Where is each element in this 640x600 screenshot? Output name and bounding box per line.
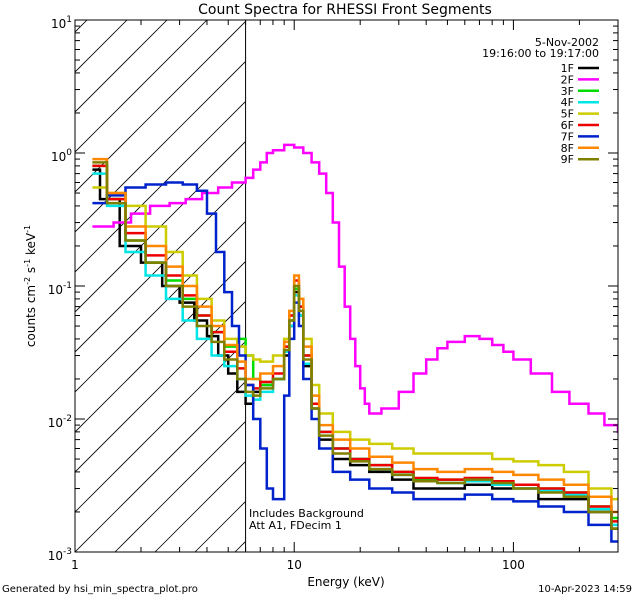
observation-time-range: 19:16:00 to 19:17:00 xyxy=(482,47,599,60)
legend-label-4f: 4F xyxy=(561,96,574,109)
generated-by-text: Generated by hsi_min_spectra_plot.pro xyxy=(2,584,198,595)
hatch-line xyxy=(275,0,640,552)
hatch-line xyxy=(0,0,115,552)
axis-ticks xyxy=(74,19,619,553)
hatch-line xyxy=(75,341,245,513)
legend-label-7f: 7F xyxy=(561,130,574,143)
legend-label-1f: 1F xyxy=(561,62,574,75)
generated-date-text: 10-Apr-2023 14:59 xyxy=(538,584,632,595)
hatch-line xyxy=(75,20,128,73)
chart-title: Count Spectra for RHESSI Front Segments xyxy=(198,2,492,18)
background-annotation: Includes Background xyxy=(249,507,364,520)
y-tick-label-1e-1: 10-1 xyxy=(48,281,72,297)
legend-label-8f: 8F xyxy=(561,142,574,155)
hatch-line xyxy=(75,20,168,113)
hatch-line xyxy=(75,20,208,153)
attenuator-annotation: Att A1, FDecim 1 xyxy=(249,519,342,532)
observation-date: 5-Nov-2002 xyxy=(535,36,599,49)
legend-label-9f: 9F xyxy=(561,153,574,166)
y-tick-label-1e0: 100 xyxy=(51,148,72,164)
x-tick-label-100: 100 xyxy=(502,558,525,572)
legend-label-6f: 6F xyxy=(561,119,574,132)
y-tick-label-1e1: 101 xyxy=(51,15,72,31)
y-tick-label-1e-2: 10-2 xyxy=(48,414,72,430)
series-layer xyxy=(92,143,618,543)
y-tick-label-1e-3: 10-3 xyxy=(48,547,72,563)
x-tick-label-1: 1 xyxy=(71,558,79,572)
series-line-9f xyxy=(92,161,618,530)
legend-label-2f: 2F xyxy=(561,73,574,86)
hatch-line xyxy=(75,21,245,193)
hatch-line xyxy=(75,101,245,273)
legend-label-5f: 5F xyxy=(561,108,574,121)
attenuator-hatch-region xyxy=(0,0,640,552)
hatch-line xyxy=(75,301,245,473)
x-axis-label: Energy (keV) xyxy=(307,575,384,589)
legend-label-3f: 3F xyxy=(561,85,574,98)
x-tick-label-10: 10 xyxy=(287,558,302,572)
hatch-line xyxy=(75,381,245,552)
hatch-line xyxy=(114,421,245,552)
y-axis-label: counts cm-2 s-1 keV-1 xyxy=(23,225,38,347)
series-line-2f xyxy=(92,143,618,434)
